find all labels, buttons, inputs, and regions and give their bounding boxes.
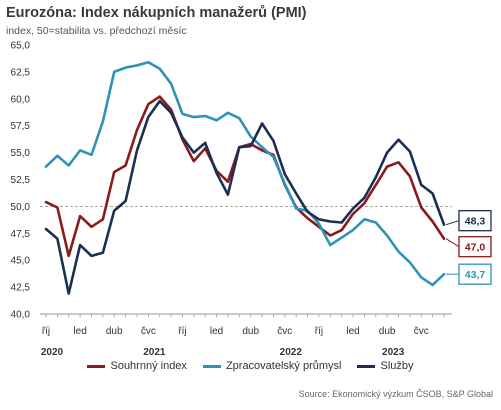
y-tick-label: 42,5 bbox=[11, 283, 31, 294]
x-tick-label: dub bbox=[106, 326, 123, 337]
legend-label: Služby bbox=[380, 360, 414, 372]
x-year-label: 2022 bbox=[280, 347, 303, 358]
y-tick-label: 57,5 bbox=[11, 121, 31, 132]
y-tick-label: 45,0 bbox=[11, 256, 31, 267]
legend-swatch bbox=[357, 364, 376, 368]
legend-item-souhrnny: Souhrnný index bbox=[87, 360, 187, 372]
x-year-label: 2023 bbox=[382, 347, 405, 358]
end-label-leader bbox=[445, 238, 460, 248]
x-tick-label: dub bbox=[242, 326, 259, 337]
end-value-label: 43,7 bbox=[465, 269, 486, 281]
y-tick-label: 52,5 bbox=[11, 175, 31, 186]
end-value-label: 48,3 bbox=[465, 216, 486, 228]
chart-title: Eurozóna: Index nákupních manažerů (PMI) bbox=[6, 5, 307, 21]
x-tick-label: led bbox=[210, 326, 223, 337]
x-tick-label: led bbox=[346, 326, 359, 337]
y-tick-label: 62,5 bbox=[11, 67, 31, 78]
end-label-box bbox=[458, 263, 492, 285]
y-tick-label: 40,0 bbox=[11, 310, 31, 321]
legend-item-sluzby: Služby bbox=[357, 360, 414, 372]
y-tick-label: 50,0 bbox=[11, 202, 31, 213]
legend: Souhrnný index Zpracovatelský průmysl Sl… bbox=[0, 360, 501, 372]
series-line-1 bbox=[44, 60, 446, 287]
series-line-2 bbox=[44, 99, 446, 295]
x-year-label: 2021 bbox=[143, 347, 166, 358]
y-tick-label: 65,0 bbox=[11, 41, 31, 52]
legend-item-zpracovatelsky: Zpracovatelský průmysl bbox=[202, 360, 342, 372]
end-label-box bbox=[458, 210, 492, 232]
end-label-leader bbox=[445, 220, 460, 226]
end-value-label: 47,0 bbox=[465, 242, 486, 254]
x-tick-label: čvc bbox=[414, 326, 429, 337]
x-year-label: 2020 bbox=[41, 347, 64, 358]
x-tick-label: říj bbox=[315, 326, 323, 337]
legend-swatch bbox=[202, 364, 221, 368]
legend-swatch bbox=[87, 364, 106, 368]
x-tick-label: dub bbox=[379, 326, 396, 337]
legend-label: Zpracovatelský průmysl bbox=[225, 360, 342, 372]
y-tick-label: 47,5 bbox=[11, 229, 31, 240]
end-label-box bbox=[458, 236, 492, 258]
x-tick-label: led bbox=[73, 326, 86, 337]
x-tick-label: čvc bbox=[277, 326, 292, 337]
x-tick-label: říj bbox=[178, 326, 186, 337]
x-tick-label: říj bbox=[42, 326, 50, 337]
x-tick-label: čvc bbox=[141, 326, 156, 337]
source-note: Source: Ekonomický výzkum ČSOB, S&P Glob… bbox=[298, 389, 493, 399]
y-tick-label: 55,0 bbox=[11, 148, 31, 159]
y-tick-label: 60,0 bbox=[11, 94, 31, 105]
legend-label: Souhrnný index bbox=[110, 360, 187, 372]
chart-subtitle: index, 50=stabilita vs. předchozí měsíc bbox=[6, 25, 187, 37]
